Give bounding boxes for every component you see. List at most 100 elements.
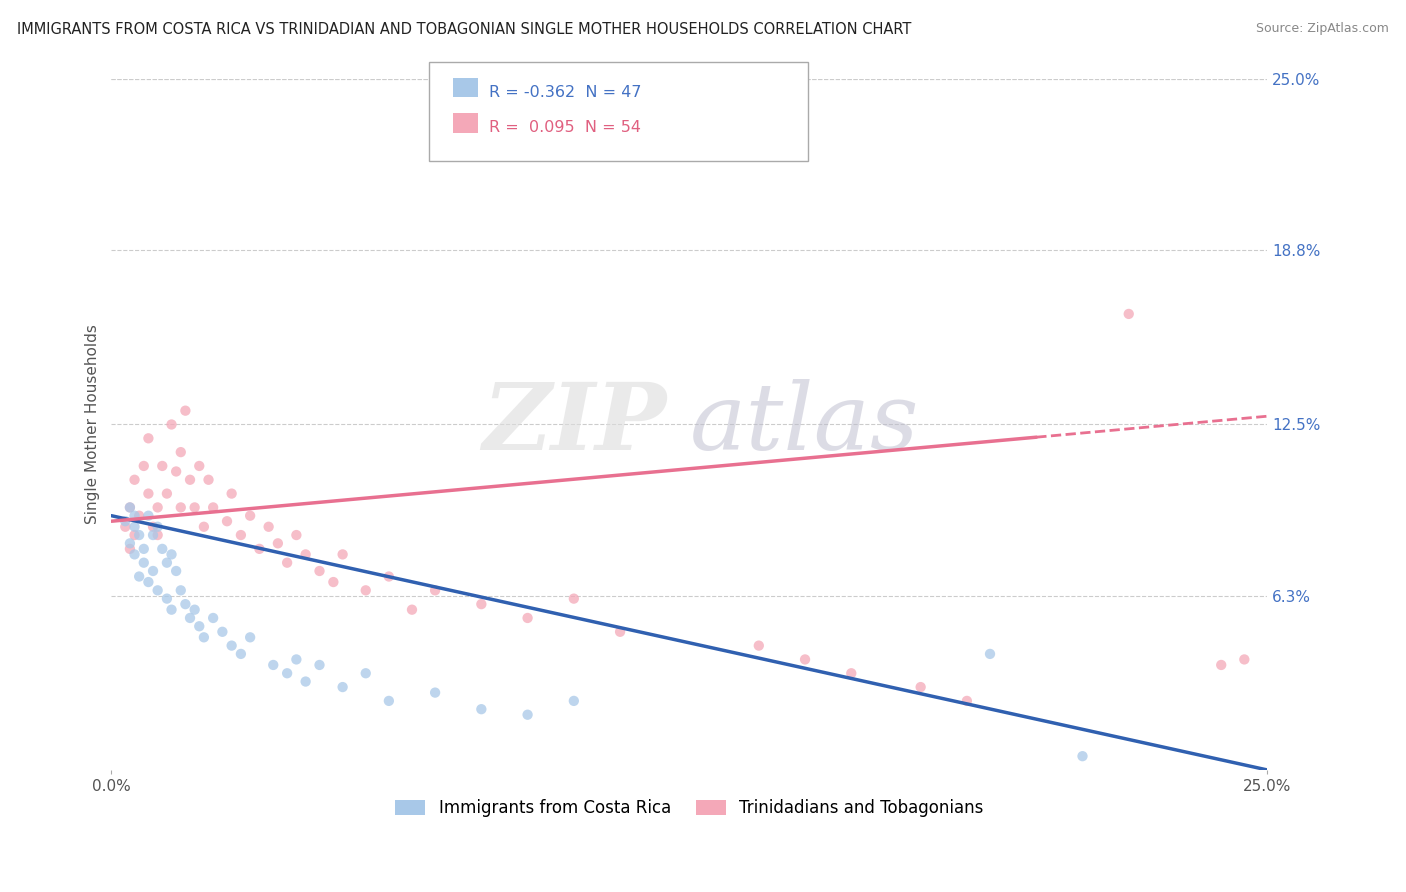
- Point: [308, 657, 330, 672]
- Point: [138, 431, 160, 445]
- Point: [118, 500, 141, 515]
- Text: IMMIGRANTS FROM COSTA RICA VS TRINIDADIAN AND TOBAGONIAN SINGLE MOTHER HOUSEHOLD: IMMIGRANTS FROM COSTA RICA VS TRINIDADIA…: [17, 22, 911, 37]
- Point: [188, 458, 211, 473]
- Point: [124, 508, 146, 523]
- Point: [150, 458, 173, 473]
- Point: [221, 639, 243, 653]
- Point: [138, 575, 160, 590]
- Point: [170, 500, 193, 515]
- Point: [285, 652, 308, 666]
- Point: [211, 624, 233, 639]
- Point: [378, 694, 401, 708]
- Point: [562, 694, 585, 708]
- Point: [179, 473, 201, 487]
- Point: [174, 403, 197, 417]
- Point: [150, 541, 173, 556]
- Point: [202, 611, 225, 625]
- Point: [516, 707, 538, 722]
- Point: [183, 602, 205, 616]
- Point: [285, 528, 308, 542]
- Point: [142, 520, 165, 534]
- Point: [267, 536, 290, 550]
- Point: [118, 541, 141, 556]
- Point: [239, 508, 262, 523]
- Point: [183, 500, 205, 515]
- Point: [156, 591, 179, 606]
- Point: [118, 500, 141, 515]
- Point: [423, 685, 446, 699]
- Point: [132, 458, 155, 473]
- Point: [262, 657, 284, 672]
- Point: [160, 417, 183, 432]
- Point: [128, 508, 150, 523]
- Point: [470, 597, 492, 611]
- Point: [839, 666, 862, 681]
- Point: [124, 548, 146, 562]
- Text: Source: ZipAtlas.com: Source: ZipAtlas.com: [1256, 22, 1389, 36]
- Point: [138, 508, 160, 523]
- Point: [193, 520, 215, 534]
- Point: [294, 548, 316, 562]
- Point: [609, 624, 631, 639]
- Point: [142, 528, 165, 542]
- Point: [132, 541, 155, 556]
- Point: [423, 583, 446, 598]
- Point: [174, 597, 197, 611]
- Point: [132, 556, 155, 570]
- Point: [124, 528, 146, 542]
- Point: [239, 630, 262, 644]
- Point: [354, 583, 377, 598]
- Point: [114, 520, 136, 534]
- Point: [516, 611, 538, 625]
- Text: R =  0.095  N = 54: R = 0.095 N = 54: [489, 120, 641, 136]
- Point: [165, 465, 187, 479]
- Point: [179, 611, 201, 625]
- Point: [332, 680, 354, 694]
- Point: [1233, 652, 1256, 666]
- Point: [146, 583, 169, 598]
- Point: [170, 583, 193, 598]
- Point: [146, 520, 169, 534]
- Point: [124, 520, 146, 534]
- Point: [118, 536, 141, 550]
- Point: [221, 486, 243, 500]
- Point: [247, 541, 270, 556]
- Point: [160, 548, 183, 562]
- Point: [229, 647, 252, 661]
- Point: [308, 564, 330, 578]
- Point: [197, 473, 219, 487]
- Point: [215, 514, 238, 528]
- Point: [294, 674, 316, 689]
- Point: [748, 639, 770, 653]
- Point: [956, 694, 979, 708]
- Point: [156, 486, 179, 500]
- Point: [165, 564, 187, 578]
- Text: atlas: atlas: [689, 379, 920, 469]
- Point: [1118, 307, 1140, 321]
- Text: ZIP: ZIP: [482, 379, 666, 469]
- Point: [138, 486, 160, 500]
- Text: R = -0.362  N = 47: R = -0.362 N = 47: [489, 85, 641, 100]
- Point: [378, 569, 401, 583]
- Point: [124, 473, 146, 487]
- Point: [142, 564, 165, 578]
- Point: [562, 591, 585, 606]
- Point: [156, 556, 179, 570]
- Point: [128, 528, 150, 542]
- Point: [128, 569, 150, 583]
- Point: [1071, 749, 1094, 764]
- Point: [322, 575, 344, 590]
- Point: [170, 445, 193, 459]
- Legend: Immigrants from Costa Rica, Trinidadians and Tobagonians: Immigrants from Costa Rica, Trinidadians…: [388, 792, 990, 824]
- Y-axis label: Single Mother Households: Single Mother Households: [86, 325, 100, 524]
- Point: [114, 514, 136, 528]
- Point: [794, 652, 817, 666]
- Point: [160, 602, 183, 616]
- Point: [202, 500, 225, 515]
- Point: [188, 619, 211, 633]
- Point: [257, 520, 280, 534]
- Point: [332, 548, 354, 562]
- Point: [276, 556, 298, 570]
- Point: [276, 666, 298, 681]
- Point: [354, 666, 377, 681]
